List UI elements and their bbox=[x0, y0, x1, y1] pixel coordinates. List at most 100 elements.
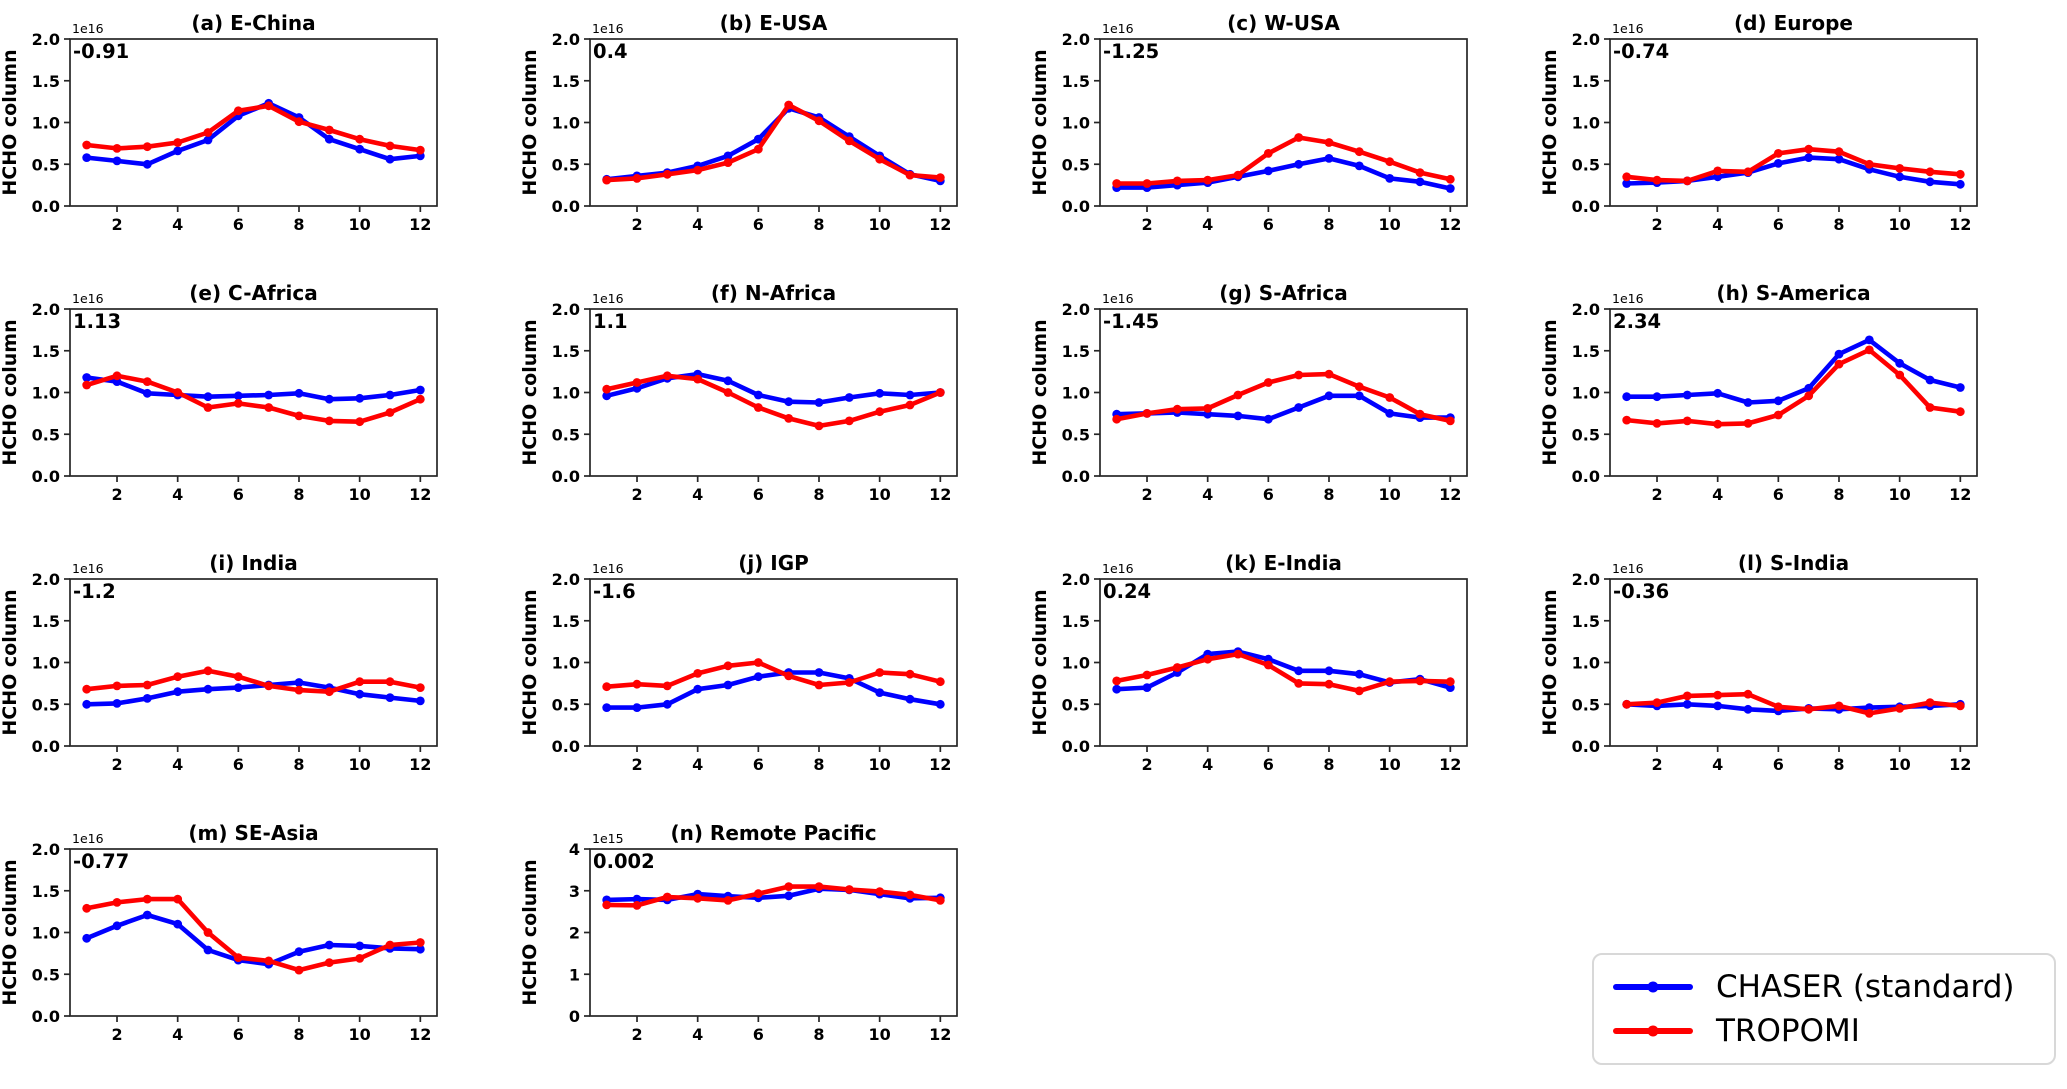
data-point-chaser-standard bbox=[784, 891, 794, 901]
data-point-tropomi bbox=[905, 170, 915, 180]
y-tick-label: 1.0 bbox=[1572, 114, 1600, 133]
data-point-chaser-standard bbox=[753, 672, 763, 682]
data-point-tropomi bbox=[173, 388, 183, 397]
legend: CHASER (standard) TROPOMI bbox=[1592, 953, 2056, 1065]
y-tick-label: 1.5 bbox=[32, 342, 60, 361]
series-line-chaser-standard bbox=[84, 101, 423, 167]
x-tick-label: 12 bbox=[1949, 485, 1971, 504]
y-tick-label: 2 bbox=[569, 924, 580, 943]
y-tick-label: 1.0 bbox=[552, 384, 580, 403]
y-tick-label: 2.0 bbox=[552, 300, 580, 319]
x-tick-label: 12 bbox=[929, 215, 951, 234]
data-point-chaser-standard bbox=[203, 392, 213, 402]
data-point-tropomi bbox=[1652, 175, 1662, 185]
x-tick-label: 8 bbox=[813, 215, 824, 234]
axis-scale-offset: 1e16 bbox=[72, 561, 104, 576]
data-point-tropomi bbox=[875, 407, 885, 417]
data-point-tropomi bbox=[1804, 391, 1814, 401]
subplot-k-e-india: (k) E-India 1e16 HCHO column 0.24 0.0 0.5 1.0 1… bbox=[1029, 540, 1540, 810]
y-tick-label: 1.5 bbox=[552, 612, 580, 631]
bias-annotation: -1.45 bbox=[1103, 310, 1159, 333]
x-tick-label: 10 bbox=[1379, 215, 1401, 234]
data-point-tropomi bbox=[355, 134, 365, 144]
bias-annotation: -0.36 bbox=[1613, 580, 1669, 603]
x-tick-label: 6 bbox=[233, 1025, 244, 1044]
data-point-tropomi bbox=[385, 677, 395, 687]
subplot-canvas-h-s-america: (h) S-America 1e16 HCHO column 2.34 0.0 0.5 1.… bbox=[1539, 281, 1978, 504]
series-line-chaser-standard bbox=[604, 371, 943, 405]
data-point-tropomi bbox=[1263, 149, 1273, 158]
legend-label-tropomi: TROPOMI bbox=[1716, 1013, 1860, 1049]
data-point-tropomi bbox=[1804, 704, 1814, 714]
y-tick-label: 1.5 bbox=[1572, 612, 1600, 631]
subplot-canvas-n-remote-pacific: (n) Remote Pacific 1e15 HCHO column 0.002 0 1… bbox=[519, 821, 958, 1044]
data-point-tropomi bbox=[415, 394, 425, 404]
x-tick-label: 8 bbox=[1323, 215, 1334, 234]
series-line-chaser-standard bbox=[84, 912, 423, 967]
data-point-tropomi bbox=[1112, 676, 1122, 686]
data-point-tropomi bbox=[1743, 167, 1753, 177]
series-line-chaser-standard bbox=[84, 375, 423, 402]
series-line-tropomi bbox=[1114, 135, 1453, 186]
x-tick-label: 10 bbox=[349, 485, 371, 504]
data-point-chaser-standard bbox=[1925, 375, 1935, 385]
axes-frame bbox=[69, 308, 438, 477]
data-point-tropomi bbox=[784, 100, 794, 110]
data-point-tropomi bbox=[142, 377, 152, 386]
y-tick-label: 0.0 bbox=[1572, 737, 1600, 756]
chaser-line-swatch-icon bbox=[1613, 981, 1693, 993]
series-line-tropomi bbox=[604, 373, 943, 429]
data-point-chaser-standard bbox=[1773, 159, 1783, 168]
data-point-chaser-standard bbox=[355, 393, 365, 403]
legend-item-chaser: CHASER (standard) bbox=[1612, 970, 2054, 1004]
x-tick-label: 10 bbox=[1889, 485, 1911, 504]
x-tick-label: 10 bbox=[869, 755, 891, 774]
data-point-chaser-standard bbox=[1263, 414, 1273, 424]
subplot-canvas-b-e-usa: (b) E-USA 1e16 HCHO column 0.4 0.0 0.5 1.0 1.5 2… bbox=[519, 11, 958, 234]
series-line-tropomi bbox=[84, 668, 423, 694]
data-point-tropomi bbox=[1773, 149, 1783, 158]
data-point-chaser-standard bbox=[142, 159, 152, 169]
data-point-chaser-standard bbox=[1955, 383, 1965, 392]
data-point-tropomi bbox=[723, 388, 733, 397]
data-point-tropomi bbox=[1354, 147, 1364, 157]
x-tick-label: 2 bbox=[111, 215, 122, 234]
y-axis-label: HCHO column bbox=[520, 589, 541, 735]
data-point-chaser-standard bbox=[1682, 390, 1692, 400]
data-point-tropomi bbox=[1955, 701, 1965, 711]
y-tick-label: 2.0 bbox=[1062, 570, 1090, 589]
x-tick-label: 4 bbox=[692, 755, 703, 774]
subplot-title: (a) E-China bbox=[191, 11, 315, 35]
data-point-chaser-standard bbox=[1324, 391, 1334, 401]
data-point-chaser-standard bbox=[1622, 179, 1632, 188]
y-tick-label: 0.0 bbox=[32, 197, 60, 216]
y-tick-label: 1.5 bbox=[1062, 72, 1090, 91]
data-point-chaser-standard bbox=[142, 388, 152, 398]
x-tick-label: 8 bbox=[293, 755, 304, 774]
y-tick-label: 0.0 bbox=[1062, 737, 1090, 756]
data-point-tropomi bbox=[1203, 404, 1213, 413]
data-point-tropomi bbox=[385, 940, 395, 950]
x-tick-label: 4 bbox=[1712, 755, 1723, 774]
bias-annotation: 1.13 bbox=[73, 310, 121, 333]
data-point-tropomi bbox=[1233, 170, 1243, 180]
data-point-chaser-standard bbox=[385, 390, 395, 400]
data-point-tropomi bbox=[1622, 699, 1632, 709]
y-axis-label: HCHO column bbox=[1030, 589, 1051, 735]
data-point-tropomi bbox=[112, 898, 122, 907]
data-point-tropomi bbox=[602, 682, 612, 692]
subplot-canvas-l-s-india: (l) S-India 1e16 HCHO column -0.36 0.0 0.5 1.0… bbox=[1539, 551, 1978, 774]
data-point-tropomi bbox=[233, 672, 243, 682]
x-tick-label: 10 bbox=[869, 215, 891, 234]
data-point-tropomi bbox=[233, 953, 243, 962]
data-point-tropomi bbox=[693, 374, 703, 384]
y-axis-label: HCHO column bbox=[1030, 49, 1051, 195]
data-point-tropomi bbox=[1682, 691, 1692, 701]
x-tick-label: 12 bbox=[1439, 755, 1461, 774]
subplot-l-s-india: (l) S-India 1e16 HCHO column -0.36 0.0 0.5 1.0… bbox=[1539, 540, 2050, 810]
data-point-tropomi bbox=[1324, 138, 1334, 147]
y-tick-label: 1.5 bbox=[1572, 72, 1600, 91]
data-point-tropomi bbox=[1415, 676, 1425, 686]
y-tick-label: 0.5 bbox=[32, 695, 60, 714]
data-point-chaser-standard bbox=[82, 933, 92, 943]
